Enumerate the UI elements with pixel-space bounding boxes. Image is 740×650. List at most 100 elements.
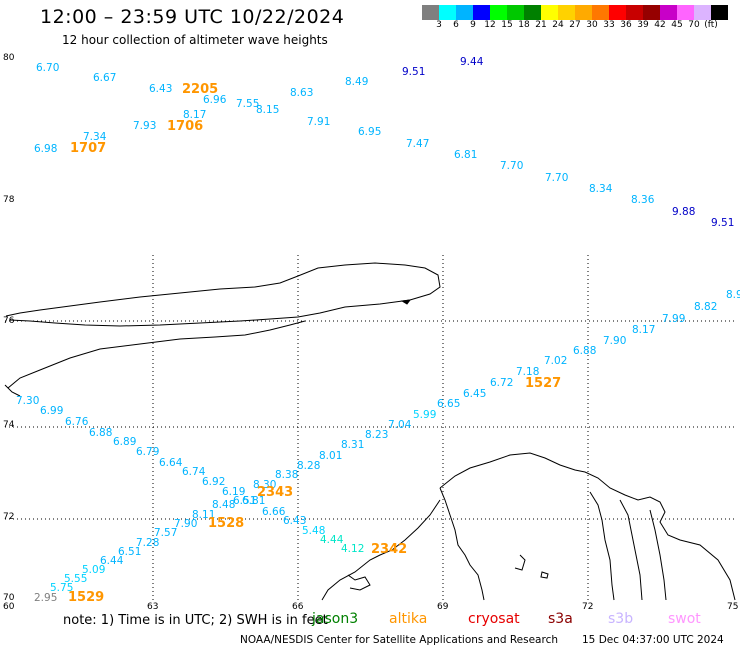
wave-height-value: 6.81 [242,495,265,507]
wave-height-value: 8.31 [341,439,364,451]
coastline-island-small [540,571,549,579]
wave-height-value: 9.51 [711,217,734,229]
wave-height-value: 6.43 [283,515,306,527]
lat-label: 76 [3,316,15,326]
coastline-gydan-inlet [589,491,615,601]
wave-height-value: 6.43 [149,83,172,95]
wave-height-value: 8.01 [319,450,342,462]
wave-height-value: 7.04 [388,419,412,431]
wave-height-value: 6.88 [573,345,596,357]
wave-height-value: 8.34 [589,183,613,195]
wave-height-value: 7.70 [545,172,568,184]
wave-height-value: 6.99 [40,405,63,417]
wave-height-value: 6.51 [118,546,141,558]
colorbar-swatch [592,5,609,20]
colorbar-label: 12 [484,20,496,30]
wave-height-value: 8.48 [212,499,235,511]
wave-height-value: 7.93 [133,120,156,132]
wave-height-value: 6.70 [36,62,59,74]
lat-label: 72 [3,512,14,522]
wave-height-value: 6.66 [262,506,286,518]
colorbar-label: 9 [470,20,476,30]
wave-height-value: 6.72 [490,377,513,389]
wave-height-value: 5.55 [64,573,87,585]
wave-height-value: 7.90 [603,335,626,347]
colorbar-swatch [711,5,728,20]
wave-height-value: 7.34 [83,131,107,143]
pass-time-label: 2205 [182,82,218,97]
wave-height-value: 5.75 [50,582,73,594]
wave-height-value: 4.44 [320,534,344,546]
lon-label: 63 [147,602,158,612]
coastline-north-island [5,262,441,327]
wave-height-value: 8.36 [631,194,655,206]
colorbar-label: 45 [671,20,683,30]
coastline-yamal-inner [439,487,485,601]
lon-labels: 60 63 66 69 72 75 [3,602,738,612]
coastline-south-island-west [4,384,21,397]
wave-height-value: 5.48 [302,525,325,537]
wave-height-value: 6.95 [358,126,381,138]
credit-text: NOAA/NESDIS Center for Satellite Applica… [240,634,558,646]
colorbar-label: 3 [436,20,442,30]
satellite-legend-altika: altika [389,611,428,627]
lat-label: 74 [3,420,15,430]
coastline-north-island-tip [400,299,412,305]
pass-time-label: 1527 [525,376,561,391]
wave-height-value: 6.74 [182,466,206,478]
chart-title: 12:00 – 23:59 UTC 10/22/2024 [40,6,345,28]
wave-height-value: 9.51 [402,66,425,78]
wave-height-value: 5.09 [82,564,105,576]
colorbar-swatch [456,5,473,20]
colorbar-swatch [490,5,507,20]
colorbar-label: 70 [688,20,700,30]
colorbar-swatch [677,5,694,20]
wave-height-value: 4.12 [341,543,364,555]
wave-height-value: 6.64 [159,457,183,469]
wave-height-value: 7.70 [500,160,523,172]
colorbar-swatch [422,5,439,20]
wave-height-value: 6.45 [463,388,486,400]
wave-height-value: 8.63 [290,87,313,99]
pass-time-label: 1529 [68,590,104,605]
wave-height-value: 9.44 [460,56,484,68]
coastline-mainland-west [321,499,441,601]
wave-height-value: 7.90 [174,518,197,530]
colorbar-swatch [558,5,575,20]
wave-height-value: 6.92 [202,476,225,488]
chart-subtitle: 12 hour collection of altimeter wave hei… [62,33,328,47]
colorbar-swatch [694,5,711,20]
colorbar-swatch [626,5,643,20]
lon-label: 66 [292,602,304,612]
colorbar-label: 30 [586,20,598,30]
wave-height-value: 7.91 [307,116,330,128]
coastline-inlet-3 [649,509,667,601]
pass-time-label: 1706 [167,119,203,134]
wave-height-colorbar [422,5,728,20]
lon-label: 69 [437,602,449,612]
lat-label: 78 [3,195,15,205]
wave-height-value: 8.28 [297,460,320,472]
wave-height-value: 6.76 [65,416,89,428]
coastline-bay [347,574,371,591]
coastline-yamal-peninsula [439,452,736,601]
wave-height-value: 8.38 [275,469,298,481]
pass-time-label: 1528 [208,516,244,531]
wave-height-value: 8.15 [256,104,279,116]
wave-height-value: 8.23 [365,429,388,441]
wave-height-value: 6.89 [113,436,136,448]
coastline-bay-2 [514,554,526,571]
satellite-legend-s3a: s3a [548,611,573,627]
grid-lines [5,255,735,600]
colorbar-swatch [524,5,541,20]
wave-height-value: 7.28 [136,537,159,549]
wave-height-value: 8.9 [726,289,740,301]
wave-height-value: 6.79 [136,446,159,458]
wave-height-value: 7.30 [16,395,39,407]
colorbar-label: 21 [535,20,547,30]
wave-height-value: 6.65 [437,398,460,410]
wave-height-value: 6.44 [100,555,124,567]
colorbar-swatch [541,5,558,20]
colorbar-swatch [507,5,524,20]
